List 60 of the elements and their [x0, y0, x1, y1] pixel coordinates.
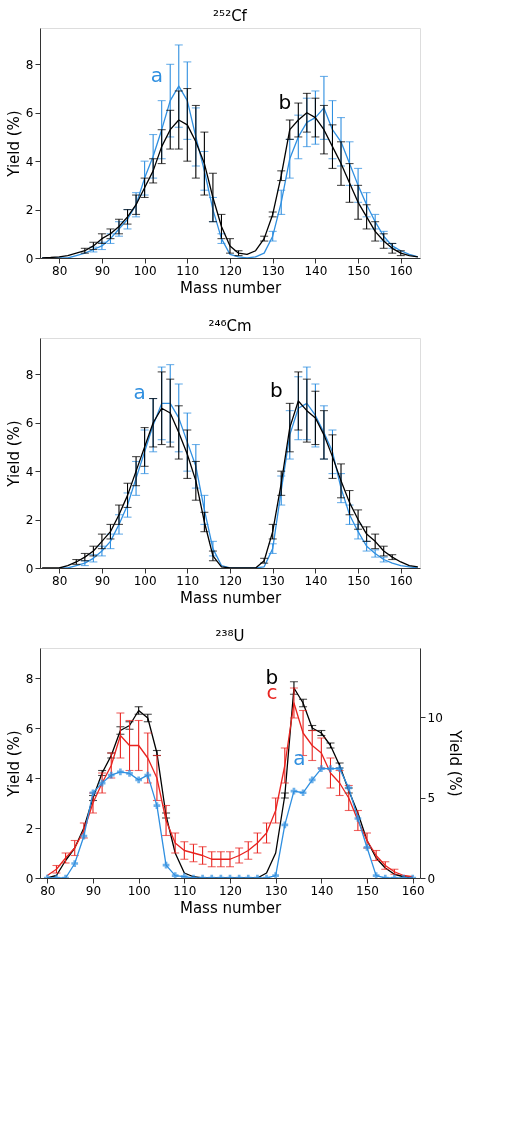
x-tick-label: 140: [310, 883, 334, 898]
y-tick-label: 6: [25, 721, 34, 736]
y-tick-label: 2: [25, 203, 34, 218]
y-tick-label: 8: [25, 57, 34, 72]
x-tick-label: 150: [347, 573, 371, 588]
x-tick-label: 130: [264, 883, 288, 898]
x-tick-label: 160: [401, 883, 425, 898]
x-tick-label: 150: [356, 883, 379, 898]
chart-title: ²⁴⁶Cm: [208, 317, 252, 335]
y-tick-label: 8: [25, 671, 34, 686]
y2-axis-title: Yield (%): [445, 729, 464, 797]
x-tick-label: 160: [389, 263, 413, 278]
series-label: b: [278, 89, 292, 114]
y-tick-label: 8: [25, 367, 34, 382]
y2-tick-label: 5: [427, 791, 436, 806]
x-tick-label: 130: [261, 263, 285, 278]
x-tick-label: 110: [173, 883, 197, 898]
x-tick-label: 100: [127, 883, 151, 898]
x-tick-label: 130: [261, 573, 285, 588]
x-tick-label: 150: [347, 263, 371, 278]
y-axis-title: Yield (%): [4, 420, 23, 488]
x-tick-label: 90: [94, 263, 111, 278]
chart-title: ²³⁸U: [215, 627, 245, 645]
y-tick-label: 2: [25, 821, 34, 836]
x-tick-label: 110: [176, 573, 200, 588]
x-tick-label: 100: [133, 263, 157, 278]
y-tick-label: 6: [25, 416, 34, 431]
y-tick-label: 4: [25, 771, 34, 786]
y-tick-label: 0: [25, 251, 34, 266]
x-tick-label: 140: [304, 573, 328, 588]
x-tick-label: 80: [52, 573, 68, 588]
x-tick-label: 110: [176, 263, 200, 278]
x-axis-title: Mass number: [179, 588, 282, 607]
x-tick-label: 120: [219, 883, 242, 898]
y-tick-label: 6: [25, 106, 34, 121]
x-tick-label: 80: [40, 883, 56, 898]
chart-title: ²⁵²Cf: [213, 7, 248, 25]
y-axis-title: Yield (%): [4, 730, 23, 798]
series-label: a: [293, 745, 306, 770]
series-label: a: [133, 380, 146, 405]
x-tick-label: 80: [52, 263, 68, 278]
x-tick-label: 140: [304, 263, 328, 278]
y2-tick-label: 10: [427, 710, 443, 725]
y-axis-title: Yield (%): [4, 110, 23, 178]
y-tick-label: 0: [25, 561, 34, 576]
series-label: b: [269, 377, 283, 402]
x-tick-label: 100: [133, 573, 157, 588]
x-axis-title: Mass number: [179, 278, 282, 297]
y-tick-label: 4: [25, 464, 34, 479]
y2-tick-label: 0: [427, 871, 436, 886]
x-tick-label: 160: [389, 573, 413, 588]
y-tick-label: 2: [25, 513, 34, 528]
series-label: a: [150, 63, 163, 88]
y-tick-label: 4: [25, 154, 34, 169]
x-tick-label: 90: [85, 883, 102, 898]
y-tick-label: 0: [25, 871, 34, 886]
x-tick-label: 90: [94, 573, 111, 588]
x-tick-label: 120: [219, 263, 242, 278]
x-tick-label: 120: [219, 573, 242, 588]
x-axis-title: Mass number: [179, 898, 282, 917]
